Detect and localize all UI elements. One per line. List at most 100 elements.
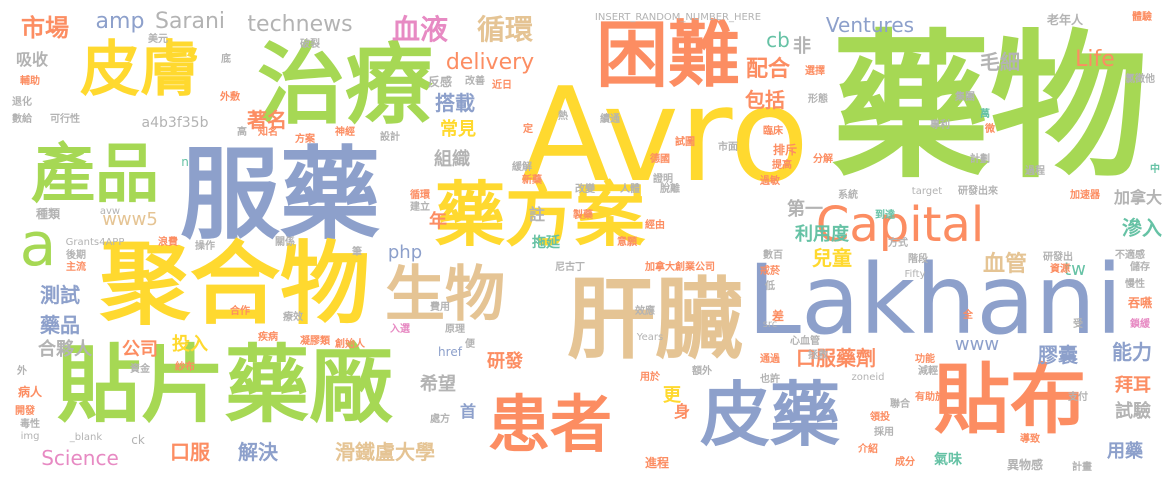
word-tiyan: 體驗 <box>1132 12 1152 23</box>
word-lakhani: Lakhani <box>747 244 1123 356</box>
word-lvzhengta: 氯徵他 <box>1125 74 1155 85</box>
word-jincheng: 進程 <box>644 456 670 470</box>
word-hehuoren: 合夥人 <box>38 339 92 360</box>
word-jieduan: 階段 <box>908 254 928 265</box>
word-delivery: delivery <box>445 50 535 75</box>
word-sarani: Sarani <box>154 9 226 34</box>
word-fangan-small: 反感 <box>427 75 453 89</box>
word-yongyao: 用藥 <box>1107 441 1143 462</box>
word-youzhuyu: 有助於 <box>915 392 945 403</box>
word-baokuo: 包括 <box>745 88 785 112</box>
word-yuanli: 原理 <box>445 324 465 335</box>
word-www: www <box>954 334 1000 355</box>
word-gaibian: 改變 <box>575 184 595 195</box>
word-manxing: 慢性 <box>1125 279 1145 290</box>
word-maoxi: 毛細 <box>980 50 1020 74</box>
word-fangshi: 方式 <box>888 238 908 249</box>
word-qiwei: 氣味 <box>934 452 962 468</box>
word-jiasuqi: 加速器 <box>1070 190 1100 201</box>
word-avw: avw <box>99 206 121 217</box>
word-liaoxiao: 療效 <box>283 312 303 323</box>
word-amp: amp <box>95 9 145 34</box>
word-tiebu: 貼布 <box>934 355 1086 444</box>
word-chucun: 儲存 <box>1130 262 1150 273</box>
word-jianqing: 減輕 <box>918 366 938 377</box>
word-kunnan: 困難 <box>595 13 741 97</box>
word-tuoli: 脫離 <box>660 184 680 195</box>
word-src: src <box>762 319 778 330</box>
word-fuzhu: 輔助 <box>20 76 40 87</box>
word-diyi: 第一 <box>787 199 823 220</box>
word-zoneid: zoneid <box>851 372 885 383</box>
word-guomin: 過敏 <box>760 176 780 187</box>
word-ningjiaolei: 凝膠類 <box>300 336 330 347</box>
word-ewai: 額外 <box>692 366 712 377</box>
word-xueguan: 血管 <box>982 252 1028 277</box>
word-yexu: 也許 <box>760 374 780 385</box>
word-yiwugan: 異物感 <box>1006 458 1044 472</box>
word-tuoyan: 拖延 <box>532 235 560 251</box>
word-renti: 人體 <box>620 184 640 195</box>
word-jieshao: 介紹 <box>858 444 878 455</box>
word-zhu: 註 <box>528 205 546 224</box>
word-shabu: 紗布 <box>175 362 195 373</box>
word-shenjing: 神經 <box>335 127 355 138</box>
word-tw: tw <box>1064 259 1086 280</box>
word-zijin: 資金 <box>130 364 150 375</box>
word-chufang: 處方 <box>430 414 450 425</box>
word-fifty: Fifty <box>904 269 926 280</box>
word-zhonglei: 種類 <box>35 207 61 221</box>
word-polie: 破裂 <box>300 39 320 50</box>
word-jianli: 建立 <box>410 202 430 213</box>
word-shimian: 市面 <box>718 142 738 153</box>
word-shou: 首 <box>459 402 477 421</box>
word-target: target <box>911 186 943 197</box>
word-liyongdu: 利用度 <box>795 224 849 245</box>
word-jiejue: 解決 <box>238 440 278 464</box>
word-xutong: 續通 <box>600 114 620 125</box>
word-laonianren: 老年人 <box>1046 13 1084 27</box>
word-jiaonang: 膠囊 <box>1038 343 1078 367</box>
word-tongguo: 通過 <box>760 354 780 365</box>
word-jibing: 疾病 <box>258 332 278 343</box>
word-chengfen: 成分 <box>895 457 915 468</box>
word-ck: ck <box>131 433 145 447</box>
word-langfei: 浪費 <box>158 237 178 248</box>
word-chuangshiren: 創始人 <box>335 339 365 350</box>
word-ruxuan: 入選 <box>390 324 410 335</box>
word-guanxi: 關係 <box>275 237 295 248</box>
word-fenjie: 分解 <box>813 154 833 165</box>
word-bushigan: 不適感 <box>1115 250 1145 261</box>
word-paichi: 排斥 <box>772 143 798 157</box>
word-yanfa-chulai: 研發出來 <box>958 186 998 197</box>
word-cb: cb <box>766 28 790 52</box>
word-linchuang: 臨床 <box>763 126 783 137</box>
word-jihua: 計劃 <box>970 154 990 165</box>
word-ventures: Ventures <box>825 13 915 37</box>
word-lingtou: 領投 <box>870 412 890 423</box>
word-fuyao: 服藥 <box>180 136 380 253</box>
word-meiyuan: 美元 <box>148 34 168 45</box>
word-technews: technews <box>247 12 353 37</box>
word-gongsi: 公司 <box>122 339 158 360</box>
word-niguding: 尼古丁 <box>555 262 585 273</box>
word-jihua2: 計畫 <box>1072 462 1092 473</box>
word-houqi: 後期 <box>66 250 86 261</box>
word-shengwu: 生物 <box>385 260 505 330</box>
word-deguo: 德國 <box>650 154 670 165</box>
word-sheji: 設計 <box>380 132 400 143</box>
word-chanpin: 產品 <box>31 138 159 212</box>
word-jianada: 加拿大 <box>1113 188 1163 207</box>
word-zhuming: 著名 <box>247 108 287 132</box>
word-di: 底 <box>221 54 231 65</box>
word-bingren: 病人 <box>17 385 43 399</box>
word-guocheng: 過程 <box>1025 166 1045 177</box>
word-zhifu: 支付 <box>1068 392 1088 403</box>
word-peihe: 配合 <box>745 57 791 82</box>
word-zuzhi: 組織 <box>434 149 470 170</box>
word-zhengjiu: 拯救 <box>808 350 828 361</box>
word-kexingxing: 可行性 <box>50 114 80 125</box>
word-kaifa: 開發 <box>15 406 35 417</box>
word-yaowu: 藥物 <box>832 16 1148 200</box>
